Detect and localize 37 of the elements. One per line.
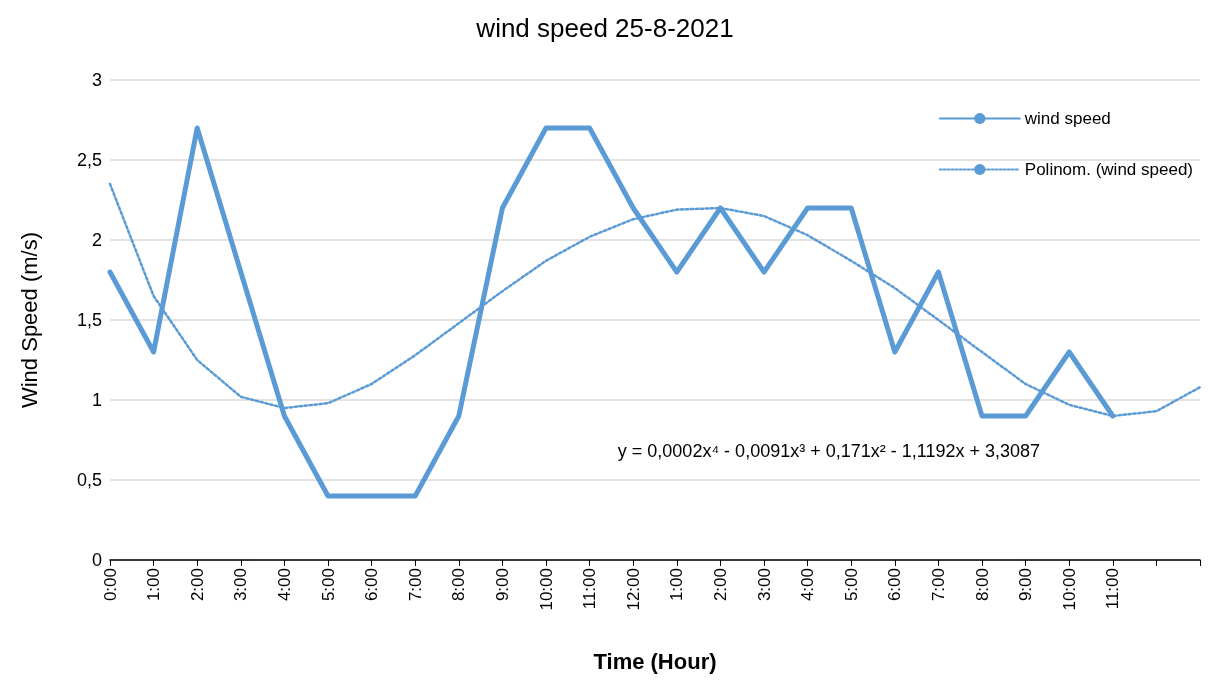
y-tick-label: 0,5: [76, 470, 102, 490]
x-tick-label: 6:00: [885, 568, 905, 602]
y-tick-label: 2: [91, 230, 102, 250]
legend-label: wind speed: [1023, 109, 1111, 128]
x-tick-label: 3:00: [231, 568, 251, 602]
x-tick-label: 4:00: [798, 568, 818, 602]
y-tick-label: 3: [91, 70, 102, 90]
x-tick-label: 10:00: [536, 568, 556, 611]
x-tick-label: 0:00: [100, 568, 120, 602]
x-tick-label: 1:00: [144, 568, 164, 602]
x-tick-label: 8:00: [972, 568, 992, 602]
x-tick-label: 5:00: [841, 568, 861, 602]
y-tick-label: 2,5: [76, 150, 102, 170]
x-tick-label: 9:00: [492, 568, 512, 602]
x-tick-label: 3:00: [754, 568, 774, 602]
x-tick-label: 9:00: [1016, 568, 1036, 602]
x-tick-label: 12:00: [623, 568, 643, 611]
y-axis-title: Wind Speed (m/s): [16, 231, 42, 409]
chart-title: wind speed 25-8-2021: [475, 13, 734, 43]
x-axis-title: Time (Hour): [593, 648, 717, 674]
x-tick-label: 1:00: [667, 568, 687, 602]
x-tick-label: 11:00: [580, 568, 600, 610]
x-tick-label: 8:00: [449, 568, 469, 602]
x-tick-label: 4:00: [274, 568, 294, 602]
x-tick-label: 2:00: [710, 568, 730, 602]
annotation: y = 0,0002x⁴ - 0,0091x³ + 0,171x² - 1,1192x + 3,3087: [617, 441, 1040, 461]
x-tick-label: 7:00: [928, 568, 948, 602]
y-tick-label: 1: [91, 390, 102, 410]
x-tick-label: 10:00: [1059, 568, 1079, 611]
x-tick-label: 2:00: [187, 568, 207, 602]
y-tick-label: 1,5: [76, 310, 102, 330]
x-tick-label: 6:00: [362, 568, 382, 602]
legend-label: Polinom. (wind speed): [1024, 160, 1194, 179]
y-tick-label: 0: [91, 550, 102, 570]
x-tick-label: 11:00: [1103, 568, 1123, 610]
x-tick-label: 7:00: [405, 568, 425, 602]
x-tick-label: 5:00: [318, 568, 338, 602]
